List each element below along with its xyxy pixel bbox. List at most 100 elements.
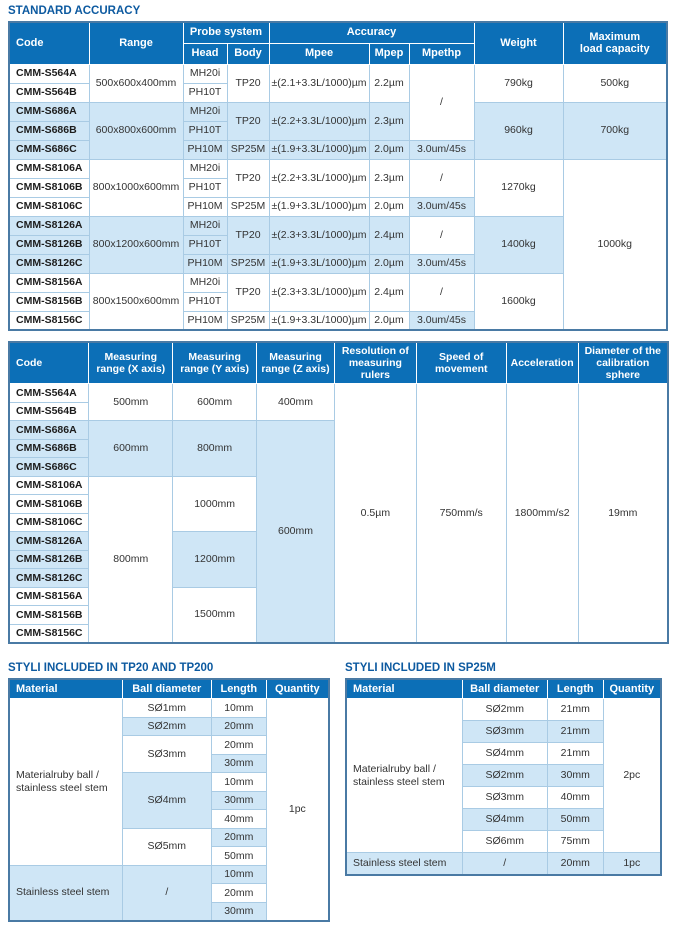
- table-row: CMM-S8106C: [8, 512, 668, 533]
- styli-tp20-table: Material Ball diameter Length Quantity Mater…: [8, 677, 330, 922]
- table-cell: CMM-S8156B: [8, 605, 90, 625]
- table-cell: ±(2.1+3.3L/1000)µm: [268, 63, 370, 103]
- table-cell: 30mm: [210, 790, 267, 811]
- table-cell: CMM-S8126C: [8, 568, 90, 588]
- table-cell: 2.0µm: [368, 196, 410, 217]
- table-cell: 600mm: [256, 420, 335, 644]
- table-cell: 500mm: [88, 383, 174, 422]
- table-cell: CMM-S564A: [8, 63, 90, 84]
- table-cell: TP20: [226, 215, 270, 255]
- table-cell: SØ1mm: [121, 698, 212, 718]
- table-cell: 1000mm: [172, 475, 258, 533]
- table-row: SØ5mm 20mm: [9, 827, 329, 866]
- table-cell: 10mm: [210, 864, 267, 885]
- column-header: Ball diameter: [461, 678, 548, 700]
- table-cell: 500kg: [562, 63, 668, 103]
- table-cell: 790kg: [473, 63, 564, 103]
- standard-accuracy-table: Code Range Probe system Accuracy Weight Maxim…: [8, 21, 668, 331]
- table-cell: PH10T: [182, 82, 228, 103]
- table-cell: SØ3mm: [461, 786, 548, 810]
- table-cell: SØ3mm: [121, 735, 212, 774]
- table-cell: CMM-S564B: [8, 401, 90, 422]
- column-header: Ball diameter: [121, 678, 212, 700]
- styli-tp20-title: STYLI INCLUDED IN TP20 AND TP200: [8, 661, 214, 674]
- table-cell: CMM-S8126B: [8, 234, 90, 255]
- table-row: CMM-S686B: [8, 438, 668, 459]
- table-row: CMM-S8156C PH10M SP25M ±(1.9+3.3L/1000)µm 2.…: [8, 310, 667, 331]
- column-header: Speed of movement: [415, 341, 507, 385]
- table-row: CMM-S8106A 800x1000x600mm MH20i TP20 ±(2.2+3…: [8, 158, 668, 331]
- table-cell: CMM-S564B: [8, 82, 90, 103]
- table-cell: 600mm: [88, 420, 174, 477]
- table-cell: 3.0um/45s: [408, 253, 475, 274]
- styli-sections: STYLI INCLUDED IN TP20 AND TP200 Materia…: [8, 660, 669, 922]
- table-cell: 2.4µm: [368, 272, 410, 312]
- column-header: Measuring range (Z axis): [256, 341, 335, 385]
- table-cell: /: [408, 272, 475, 312]
- table-row: CMM-S8156A 800x1500x600mm MH20i TP20 ±(2.3+3…: [8, 272, 667, 331]
- table-cell: MH20i: [182, 215, 228, 236]
- table-cell: CMM-S686C: [8, 139, 90, 160]
- table-row: CMM-S8106A 800mm 1000mm: [8, 475, 668, 644]
- column-header: Mpee: [268, 42, 370, 65]
- table-cell: ±(1.9+3.3L/1000)µm: [268, 310, 370, 331]
- table-cell: SØ2mm: [121, 716, 212, 737]
- table-cell: TP20: [226, 158, 270, 198]
- table-row: CMM-S8126C: [8, 568, 668, 588]
- table-cell: SØ5mm: [121, 827, 212, 866]
- column-header: Measuring range (Y axis): [172, 341, 258, 385]
- table-cell: CMM-S8126C: [8, 253, 90, 274]
- table-cell: CMM-S8106A: [8, 475, 90, 496]
- table-cell: /: [408, 215, 475, 255]
- table-cell: Materialruby ball / stainless steel stem: [345, 698, 463, 854]
- table-cell: 3.0um/45s: [408, 139, 475, 160]
- table-cell: 2.0µm: [368, 253, 410, 274]
- column-header: Accuracy: [268, 21, 475, 44]
- table-cell: 30mm: [210, 901, 267, 922]
- styli-sp25m-table: Material Ball diameter Length Quantity Mater…: [345, 677, 662, 876]
- table-cell: Stainless steel stem: [8, 864, 123, 922]
- table-cell: PH10T: [182, 120, 228, 141]
- table-row: CMM-S564A 500mm 600mm 400mm 0.5µm 750mm/s 1800…: [8, 383, 669, 644]
- table-cell: 1000kg: [562, 158, 668, 331]
- table-cell: CMM-S8156B: [8, 291, 90, 312]
- header-row: Material Ball diameter Length Quantity: [8, 678, 330, 700]
- table-cell: CMM-S8156A: [8, 586, 90, 607]
- table-cell: ±(2.3+3.3L/1000)µm: [268, 215, 370, 255]
- table-cell: 2.2µm: [368, 63, 410, 103]
- table-row: CMM-S8126A 1200mm: [8, 531, 668, 588]
- column-header: Head: [182, 42, 228, 65]
- column-header: Mpethp: [408, 42, 475, 65]
- table-row: SØ4mm 50mm: [346, 808, 661, 832]
- table-cell: 1500mm: [172, 586, 258, 644]
- table-row: 30mm: [9, 753, 329, 774]
- table-cell: SP25M: [226, 139, 270, 160]
- table-row: CMM-S686A 600mm 800mm 600mm: [8, 420, 668, 644]
- table-cell: 19mm: [577, 383, 669, 644]
- table-cell: SØ4mm: [461, 808, 548, 832]
- table-cell: ±(1.9+3.3L/1000)µm: [268, 139, 370, 160]
- table-cell: MH20i: [182, 63, 228, 84]
- table-cell: PH10M: [182, 310, 228, 331]
- header-row: Head Body Mpee Mpep Mpethp: [9, 42, 667, 65]
- table-row: Stainless steel stem/10mm: [8, 864, 329, 922]
- table-cell: 2.3µm: [368, 101, 410, 141]
- table-row: CMM-S686C: [8, 457, 668, 477]
- styli-sp25m-section: STYLI INCLUDED IN SP25M Material Ball dia…: [345, 660, 662, 876]
- table-cell: PH10M: [182, 196, 228, 217]
- table-cell: SØ4mm: [461, 742, 548, 766]
- header-row: Code Measuring range (X axis) Measuring ra…: [8, 341, 669, 385]
- table-row: CMM-S564B PH10T: [8, 82, 667, 103]
- table-cell: 10mm: [210, 772, 267, 792]
- table-row: CMM-S8126B: [8, 549, 668, 570]
- table-cell: /: [408, 158, 475, 198]
- table-cell: 500x600x400mm: [88, 63, 184, 103]
- section-spacer: [8, 644, 669, 660]
- table-cell: 800x1200x600mm: [88, 215, 184, 274]
- column-header: Acceleration: [505, 341, 579, 385]
- table-cell: 1200mm: [172, 531, 258, 588]
- table-cell: 1600kg: [473, 272, 564, 331]
- table-row: CMM-S8126C PH10M SP25M ±(1.9+3.3L/1000)µm 2.…: [8, 253, 667, 274]
- table-row: SØ3mm 40mm: [346, 786, 661, 810]
- table-cell: 800x1000x600mm: [88, 158, 184, 217]
